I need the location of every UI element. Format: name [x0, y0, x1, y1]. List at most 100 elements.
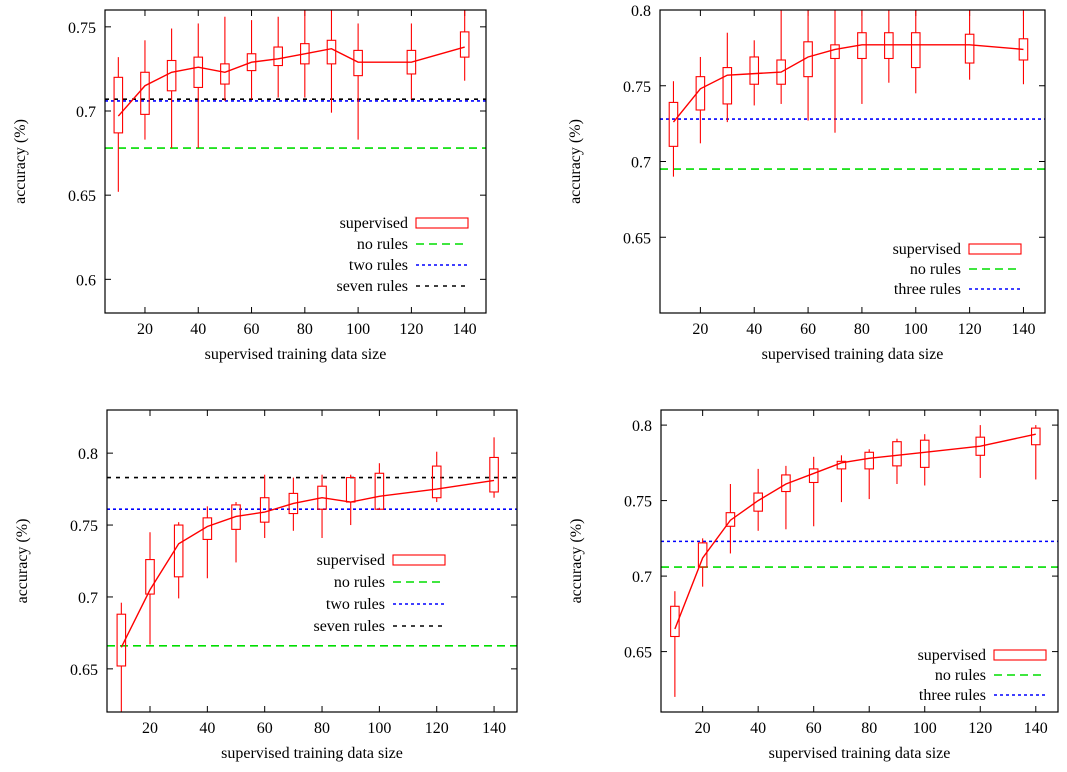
box — [259, 497, 270, 523]
box — [808, 468, 819, 484]
y-tick-label: 0.65 — [68, 188, 96, 205]
box — [231, 504, 241, 530]
box — [1030, 427, 1041, 446]
x-tick-label: 40 — [746, 321, 762, 338]
box — [749, 56, 760, 85]
legend-label: supervised — [340, 215, 408, 232]
chart-panel-1: 20 40 60 80 100 120 140 0.6 0.65 0.7 0.75 supervise… — [12, 9, 487, 363]
x-tick-label: 100 — [904, 321, 928, 338]
chart-panel-3: 20 40 60 80 100 120 140 0.65 0.7 0.75 0.8 supervise… — [14, 409, 518, 762]
legend: supervised no rules two rules seven rules — [336, 215, 469, 295]
box — [722, 67, 733, 105]
x-tick-label: 120 — [425, 720, 449, 737]
x-tick-label: 100 — [346, 321, 370, 338]
y-axis-label: accuracy (%) — [567, 119, 584, 204]
box — [431, 465, 442, 499]
y-tick-label: 0.7 — [631, 155, 651, 172]
plot-frame — [106, 409, 518, 713]
y-tick-label: 0.7 — [632, 569, 652, 586]
box — [884, 32, 894, 60]
box — [892, 441, 902, 467]
box — [220, 63, 230, 85]
box — [919, 439, 930, 468]
x-tick-label: 120 — [958, 321, 982, 338]
legend-label: supervised — [918, 647, 986, 664]
legend-label: seven rules — [336, 278, 408, 295]
x-tick-label: 20 — [142, 720, 158, 737]
y-tick-label: 0.65 — [623, 230, 651, 247]
x-tick-label: 80 — [297, 321, 313, 338]
legend-swatch-box — [392, 554, 446, 566]
plot-frame — [659, 9, 1046, 314]
box — [166, 59, 177, 92]
legend-swatch-box — [993, 649, 1047, 661]
y-tick-label: 0.8 — [632, 418, 652, 435]
box — [670, 605, 680, 638]
legend: supervised no rules three rules — [893, 241, 1022, 298]
y-tick-label: 0.75 — [624, 494, 652, 511]
box — [781, 474, 791, 493]
box — [173, 524, 184, 578]
median-line — [672, 44, 1024, 123]
x-tick-label: 20 — [137, 321, 153, 338]
x-tick-label: 60 — [244, 321, 260, 338]
box — [725, 512, 736, 527]
x-axis-label: supervised training data size — [205, 346, 387, 363]
x-tick-label: 100 — [367, 720, 391, 737]
plot-area — [660, 10, 1045, 177]
legend-label: no rules — [357, 236, 408, 253]
x-tick-label: 20 — [695, 720, 711, 737]
legend-label: no rules — [935, 667, 986, 684]
chart-panel-2: 20 40 60 80 100 120 140 0.65 0.7 0.75 0.8 supervise… — [567, 3, 1046, 363]
x-tick-label: 80 — [854, 321, 870, 338]
legend-label: two rules — [326, 596, 385, 613]
x-tick-label: 80 — [861, 720, 877, 737]
x-tick-label: 60 — [800, 321, 816, 338]
legend-label: no rules — [334, 574, 385, 591]
plot-area — [661, 425, 1058, 697]
box — [910, 32, 921, 69]
x-tick-label: 140 — [482, 720, 506, 737]
plot-frame — [104, 9, 487, 314]
y-tick-label: 0.65 — [70, 662, 98, 679]
y-axis-label: accuracy (%) — [12, 119, 29, 204]
x-tick-label: 40 — [199, 720, 215, 737]
y-tick-label: 0.75 — [623, 79, 651, 96]
legend-label: seven rules — [313, 618, 385, 635]
plot-area — [107, 437, 517, 712]
y-tick-label: 0.8 — [631, 3, 651, 20]
y-tick-label: 0.75 — [68, 20, 96, 37]
x-tick-label: 40 — [750, 720, 766, 737]
median-line — [120, 479, 495, 648]
box — [300, 43, 310, 65]
plot-area — [105, 10, 486, 192]
y-tick-label: 0.7 — [76, 104, 96, 121]
legend-swatch-box — [968, 243, 1022, 255]
box — [697, 542, 708, 568]
x-tick-label: 140 — [453, 321, 477, 338]
x-tick-label: 100 — [913, 720, 937, 737]
x-tick-label: 120 — [399, 321, 423, 338]
legend-label: three rules — [894, 281, 961, 298]
y-tick-label: 0.8 — [78, 446, 98, 463]
x-tick-label: 40 — [190, 321, 206, 338]
x-axis-label: supervised training data size — [762, 346, 944, 363]
box — [145, 559, 155, 595]
box — [288, 492, 299, 515]
box — [140, 71, 150, 115]
y-tick-label: 0.6 — [76, 272, 96, 289]
box — [489, 456, 499, 493]
x-tick-label: 60 — [257, 720, 273, 737]
plot-frame — [660, 409, 1059, 713]
x-tick-label: 80 — [314, 720, 330, 737]
box — [459, 31, 470, 58]
box — [273, 46, 283, 67]
x-tick-label: 140 — [1024, 720, 1048, 737]
box — [668, 101, 679, 147]
box — [113, 76, 124, 134]
x-tick-label: 20 — [692, 321, 708, 338]
box — [193, 56, 204, 88]
box — [345, 477, 356, 503]
y-axis-label: accuracy (%) — [14, 519, 31, 604]
x-tick-label: 140 — [1011, 321, 1035, 338]
